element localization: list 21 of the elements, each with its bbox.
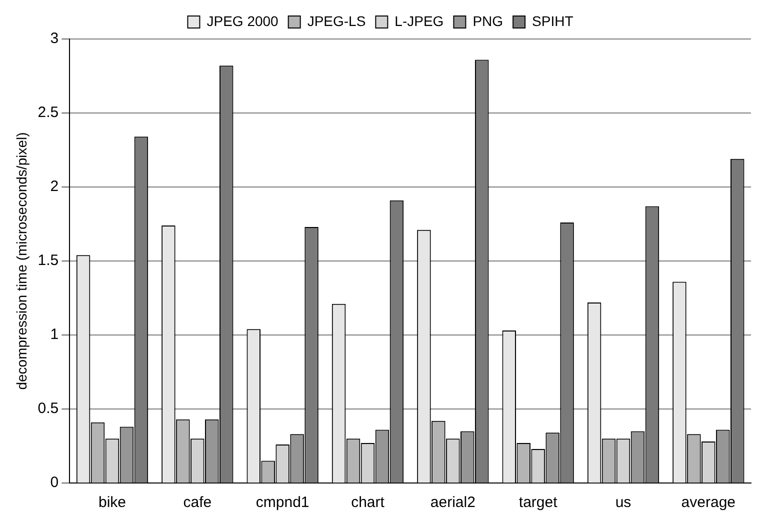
legend-label: PNG <box>472 12 504 29</box>
legend-label: SPIHT <box>532 12 574 29</box>
x-tick-label: average <box>681 494 736 512</box>
legend-label: JPEG-LS <box>307 12 366 29</box>
y-tick-label: 0 <box>50 474 59 492</box>
x-tick-label: cmpnd1 <box>256 494 310 512</box>
y-tick-label: 2 <box>50 178 59 196</box>
x-tick-label: target <box>518 494 558 512</box>
y-tick-label: 1.5 <box>38 252 59 270</box>
y-tick-label: 0.5 <box>38 400 59 418</box>
x-tick-label: chart <box>351 494 386 512</box>
legend-label: JPEG 2000 <box>206 12 279 29</box>
x-tick-label: cafe <box>183 494 212 512</box>
y-axis-title: decompression time (microseconds/pixel) <box>13 132 30 390</box>
legend-label: L-JPEG <box>394 12 444 29</box>
y-tick-label: 2.5 <box>38 104 59 122</box>
x-tick-label: us <box>615 494 632 512</box>
y-tick-label: 1 <box>50 326 59 344</box>
y-tick-label: 3 <box>50 30 59 48</box>
x-tick-label: aerial2 <box>430 494 476 512</box>
x-tick-label: bike <box>98 494 126 512</box>
